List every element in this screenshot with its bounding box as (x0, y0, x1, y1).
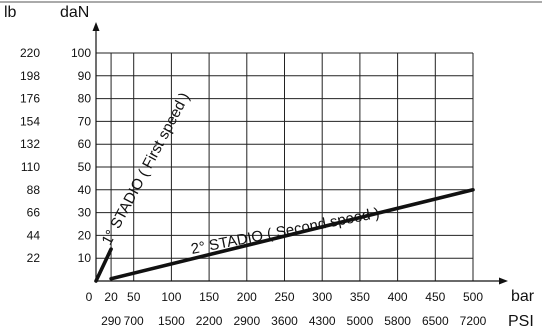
x-tick-label-psi: 2200 (196, 314, 223, 328)
y-tick-label-dan: 20 (78, 228, 92, 242)
y-tick-label-dan: 30 (78, 206, 92, 220)
x-tick-label-bar: 150 (199, 290, 219, 304)
y-tick-label-lb: 110 (21, 160, 40, 174)
y-tick-label-lb: 88 (27, 183, 41, 197)
y-tick-label-lb: 44 (27, 228, 41, 242)
x-tick-label-psi: 4300 (309, 314, 336, 328)
y-axis-unit-lb: lb (4, 4, 17, 21)
y-tick-label-dan: 80 (78, 92, 92, 106)
x-axis-arrow (499, 277, 508, 285)
y-tick-label-dan: 50 (78, 160, 92, 174)
y-tick-label-lb: 198 (20, 69, 40, 83)
y-tick-label-dan: 70 (78, 114, 92, 128)
y-tick-label-dan: 10 (78, 251, 92, 265)
x-tick-label-psi: 700 (124, 314, 144, 328)
x-tick-label-psi: 5000 (347, 314, 374, 328)
x-tick-label-bar: 400 (388, 290, 408, 304)
x-tick-label-bar: 20 (104, 290, 118, 304)
x-tick-label-bar: 500 (463, 290, 483, 304)
y-tick-label-lb: 22 (27, 251, 41, 265)
x-tick-label-psi: 5800 (384, 314, 411, 328)
x-tick-label-psi: 7200 (460, 314, 487, 328)
y-axis-unit-dan: daN (60, 4, 89, 21)
y-tick-label-lb: 132 (20, 137, 40, 151)
y-tick-label-lb: 154 (20, 114, 40, 128)
y-tick-label-lb: 66 (27, 206, 41, 220)
x-tick-label-bar: 350 (350, 290, 370, 304)
y-tick-label-dan: 60 (78, 137, 92, 151)
y-tick-label-dan: 40 (78, 183, 92, 197)
x-tick-label-bar: 250 (274, 290, 294, 304)
series-line-1 (94, 247, 113, 283)
x-axis-unit-psi: PSI (508, 313, 534, 329)
x-tick-label-psi: 2900 (233, 314, 260, 328)
y-tick-label-lb: 220 (20, 46, 40, 60)
chart-axes (0, 1, 542, 285)
series-label-first-speed: 1° STADIO ( First speed ) (99, 90, 194, 248)
x-tick-label-bar: 0 (86, 290, 93, 304)
y-axis-arrow (92, 22, 100, 31)
x-tick-label-bar: 300 (312, 290, 332, 304)
series-line-2 (109, 188, 475, 281)
chart-series (94, 188, 475, 283)
x-tick-label-bar: 50 (127, 290, 141, 304)
x-tick-label-psi: 1500 (158, 314, 185, 328)
x-tick-label-bar: 100 (161, 290, 181, 304)
x-axis-unit-bar: bar (511, 288, 535, 305)
chart-tick-labels: 10 22 20 44 30 66 40 88 50 110 60 132 70 154 80 176 90 19… (20, 46, 487, 328)
x-tick-label-psi: 6500 (422, 314, 449, 328)
x-tick-label-bar: 200 (237, 290, 257, 304)
x-tick-label-psi: 290 (101, 314, 121, 328)
chart-grid (96, 52, 474, 281)
y-tick-label-lb: 176 (20, 92, 40, 106)
x-tick-label-bar: 450 (425, 290, 445, 304)
x-tick-label-psi: 3600 (271, 314, 298, 328)
y-tick-label-dan: 100 (71, 46, 91, 60)
y-tick-label-dan: 90 (78, 69, 92, 83)
